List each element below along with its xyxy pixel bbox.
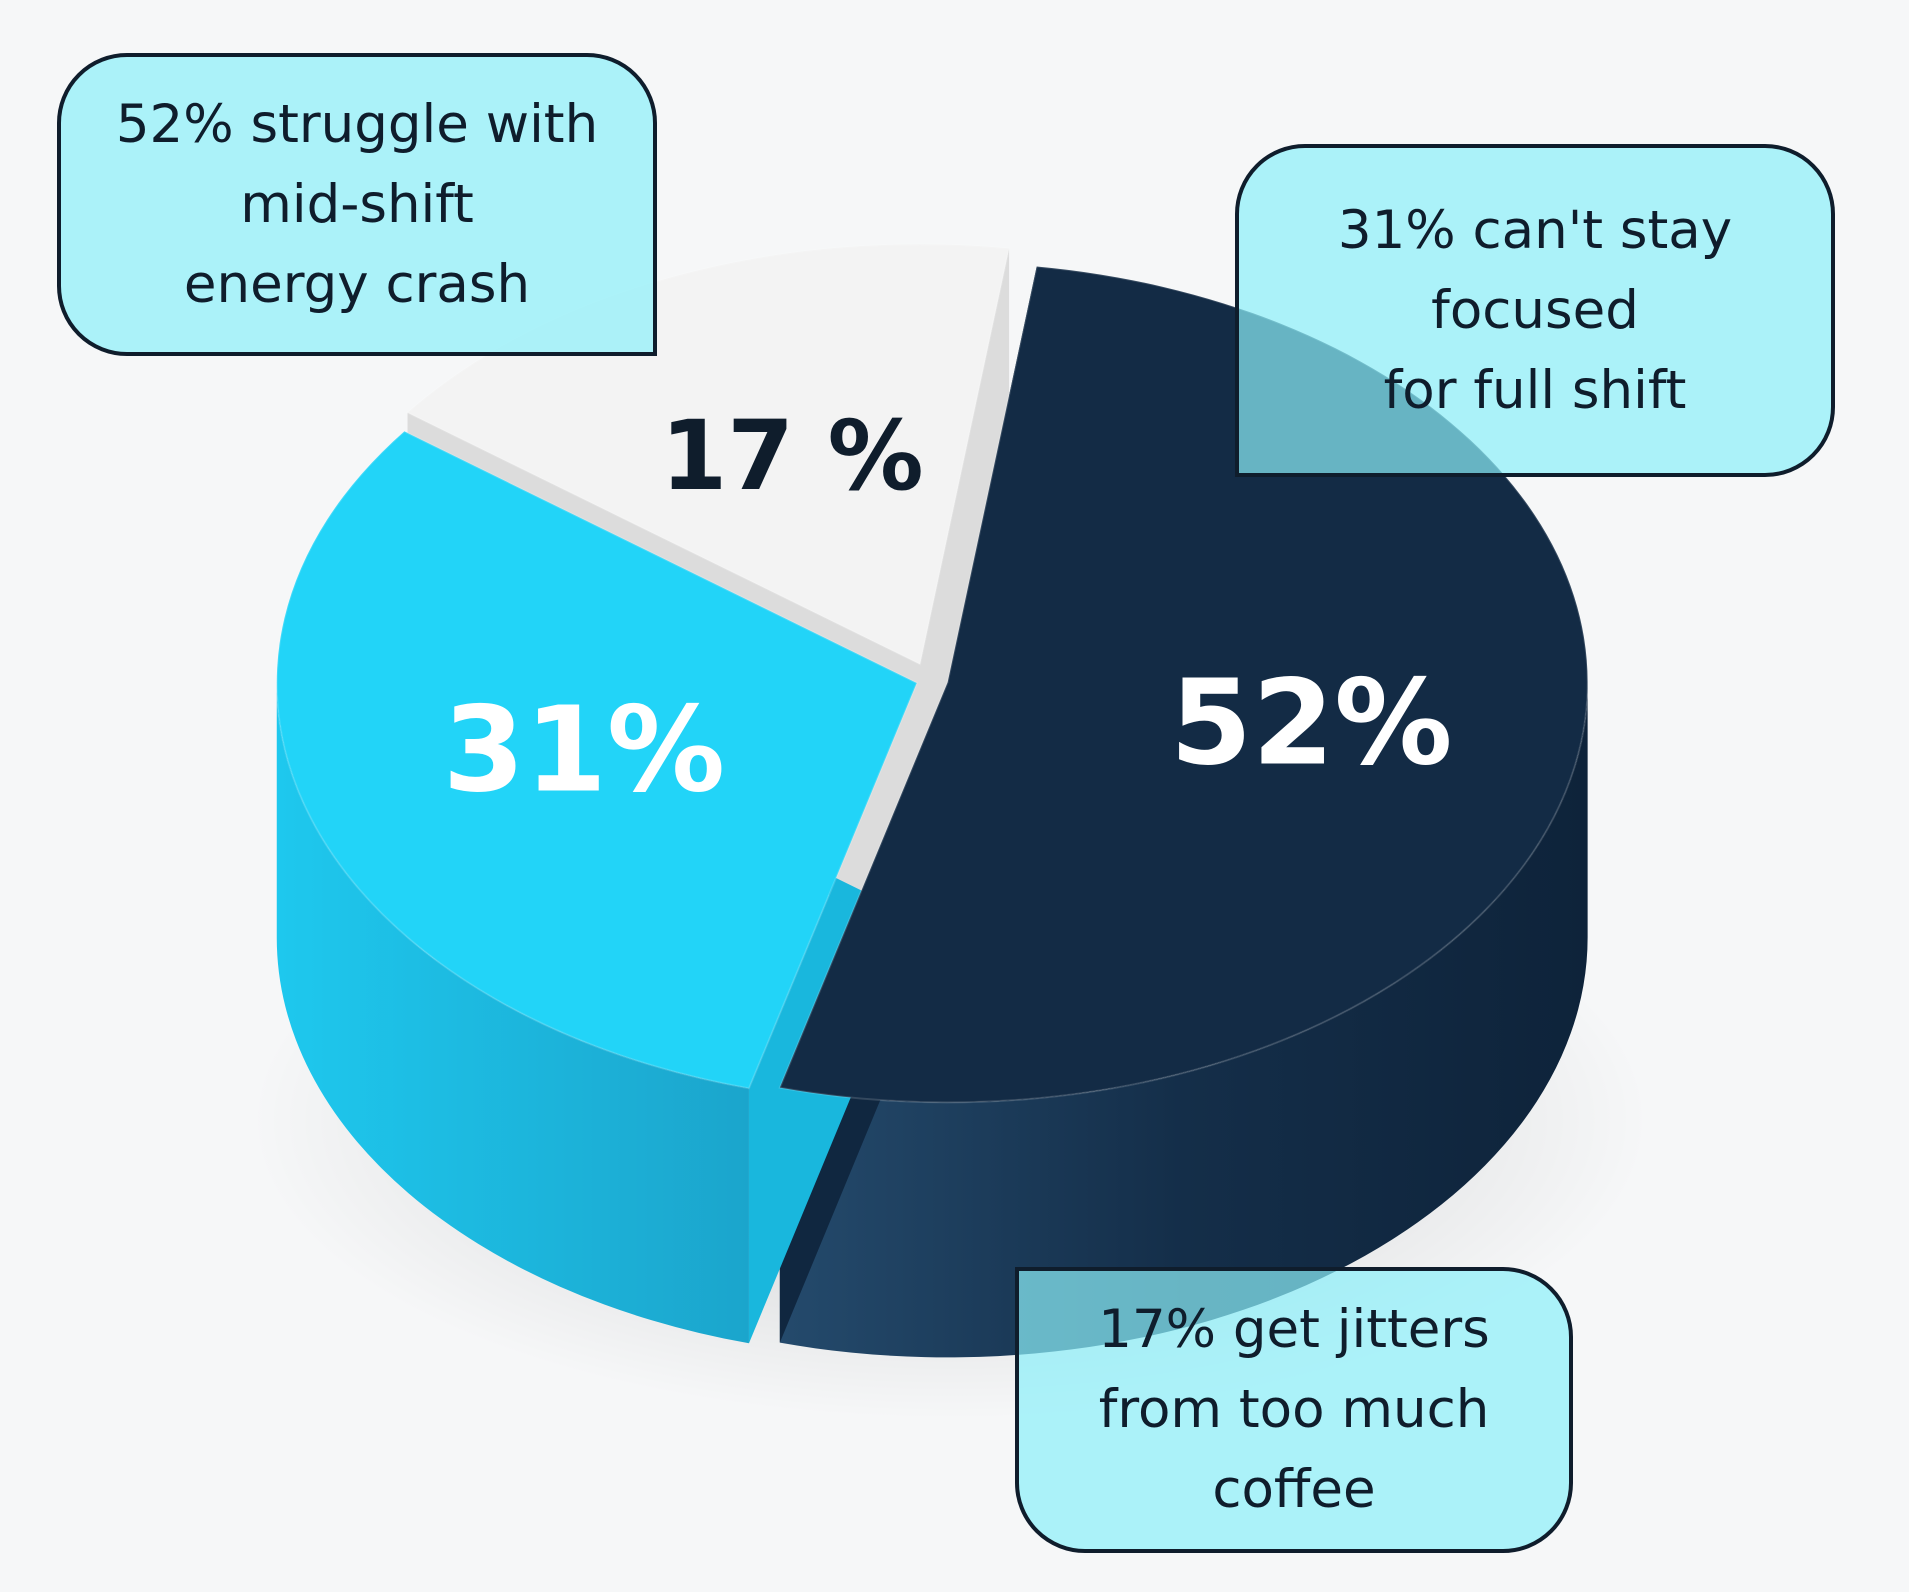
callout-focus-line-2: focused — [1431, 279, 1639, 341]
pie-data-labels: 52% 31% 17 % — [443, 400, 1453, 818]
callout-jitters: 17% get jitters from too much coffee — [1015, 1267, 1573, 1553]
pie-side-1-0 — [276, 682, 749, 1344]
pie-data-label-0: 52% — [1170, 654, 1452, 792]
pie-slice-1 — [275, 430, 919, 1090]
pie-data-label-2: 17 % — [661, 400, 924, 512]
callout-energy-crash-line-3: energy crash — [183, 253, 531, 315]
callout-energy-crash: 52% struggle with mid-shift energy crash — [57, 53, 657, 356]
callout-jitters-line-1: 17% get jitters — [1098, 1299, 1490, 1360]
pie-data-label-1: 31% — [443, 680, 725, 818]
callout-focus-line-1: 31% can't stay — [1337, 199, 1733, 261]
callout-jitters-line-3: coffee — [1212, 1459, 1376, 1520]
pie-side-0-0 — [779, 682, 1588, 1358]
callout-energy-crash-line-1: 52% struggle with — [115, 93, 599, 155]
callout-jitters-line-2: from too much — [1098, 1379, 1490, 1440]
callout-focus: 31% can't stay focused for full shift — [1235, 144, 1835, 477]
callout-focus-line-3: for full shift — [1383, 359, 1687, 421]
callout-energy-crash-line-2: mid-shift — [240, 173, 474, 235]
